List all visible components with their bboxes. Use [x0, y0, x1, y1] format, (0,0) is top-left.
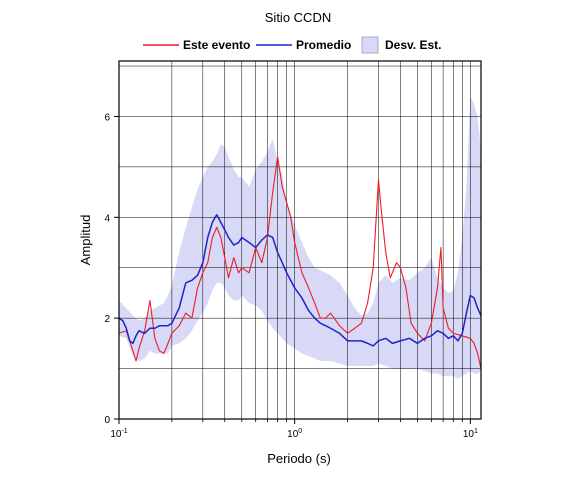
legend-label-mean: Promedio	[296, 38, 351, 52]
y-axis-label: Amplitud	[78, 215, 93, 266]
legend: Este evento Promedio Desv. Est.	[143, 36, 441, 54]
plot-frame	[118, 60, 482, 420]
y-tick-label: 6	[104, 112, 110, 123]
chart-title: Sitio CCDN	[265, 10, 331, 25]
legend-swatch-band	[361, 36, 379, 54]
series-layer	[118, 156, 482, 369]
legend-label-band: Desv. Est.	[385, 38, 441, 52]
x-axis-label: Periodo (s)	[267, 451, 331, 466]
mean-line	[118, 214, 482, 347]
legend-label-event: Este evento	[183, 38, 250, 52]
x-tick-label: 100	[287, 428, 302, 440]
y-tick-label: 4	[104, 213, 110, 224]
x-tick-label: 10-1	[110, 428, 127, 440]
plot-area: 0 2 4 6 10-1 100 101	[104, 60, 482, 440]
x-tick-label: 101	[463, 428, 478, 440]
axes: 0 2 4 6 10-1 100 101	[104, 112, 478, 440]
y-tick-label: 0	[104, 415, 110, 426]
event-line	[118, 156, 482, 369]
y-tick-label: 2	[104, 314, 110, 325]
